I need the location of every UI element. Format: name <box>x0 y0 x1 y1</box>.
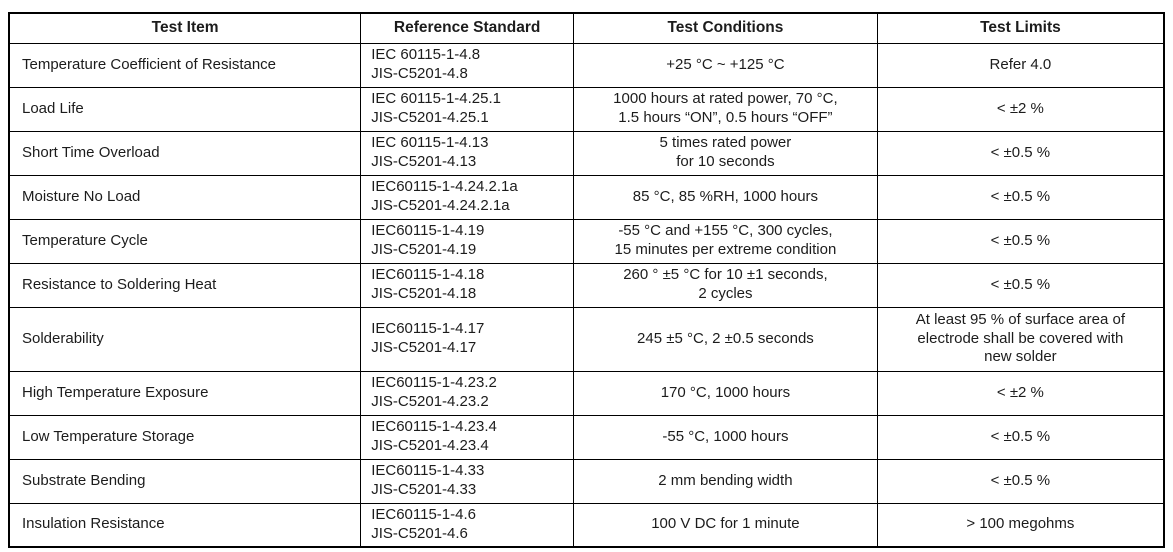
table-row: Moisture No Load IEC60115-1-4.24.2.1a JI… <box>8 174 1165 220</box>
table-row: Resistance to Soldering Heat IEC60115-1-… <box>8 262 1165 308</box>
header-row: Test Item Reference Standard Test Condit… <box>8 12 1165 44</box>
cell-reference-standard: IEC60115-1-4.17 JIS-C5201-4.17 <box>360 306 575 372</box>
cell-test-item: Substrate Bending <box>8 458 362 504</box>
column-header-test-item: Test Item <box>8 12 362 44</box>
cell-reference-standard: IEC 60115-1-4.8 JIS-C5201-4.8 <box>360 42 575 88</box>
cell-reference-standard: IEC60115-1-4.18 JIS-C5201-4.18 <box>360 262 575 308</box>
cell-reference-standard: IEC60115-1-4.23.2 JIS-C5201-4.23.2 <box>360 370 575 416</box>
cell-test-limits: < ±0.5 % <box>876 262 1165 308</box>
cell-test-conditions: 5 times rated power for 10 seconds <box>573 130 878 176</box>
table-row: High Temperature Exposure IEC60115-1-4.2… <box>8 370 1165 416</box>
test-specification-table: Test Item Reference Standard Test Condit… <box>8 12 1165 548</box>
spec-table-container: Test Item Reference Standard Test Condit… <box>8 12 1165 548</box>
cell-test-conditions: 85 °C, 85 %RH, 1000 hours <box>573 174 878 220</box>
cell-test-limits: At least 95 % of surface area of electro… <box>876 306 1165 372</box>
cell-test-item: Resistance to Soldering Heat <box>8 262 362 308</box>
cell-test-conditions: 1000 hours at rated power, 70 °C, 1.5 ho… <box>573 86 878 132</box>
table-row: Short Time Overload IEC 60115-1-4.13 JIS… <box>8 130 1165 176</box>
cell-reference-standard: IEC60115-1-4.23.4 JIS-C5201-4.23.4 <box>360 414 575 460</box>
cell-reference-standard: IEC 60115-1-4.13 JIS-C5201-4.13 <box>360 130 575 176</box>
table-row: Temperature Cycle IEC60115-1-4.19 JIS-C5… <box>8 218 1165 264</box>
cell-reference-standard: IEC60115-1-4.33 JIS-C5201-4.33 <box>360 458 575 504</box>
cell-test-limits: < ±2 % <box>876 370 1165 416</box>
cell-test-limits: < ±0.5 % <box>876 414 1165 460</box>
cell-test-limits: < ±0.5 % <box>876 174 1165 220</box>
cell-test-item: Solderability <box>8 306 362 372</box>
cell-test-item: High Temperature Exposure <box>8 370 362 416</box>
table-row: Load Life IEC 60115-1-4.25.1 JIS-C5201-4… <box>8 86 1165 132</box>
cell-test-item: Low Temperature Storage <box>8 414 362 460</box>
cell-test-conditions: 245 ±5 °C, 2 ±0.5 seconds <box>573 306 878 372</box>
cell-reference-standard: IEC60115-1-4.19 JIS-C5201-4.19 <box>360 218 575 264</box>
table-row: Solderability IEC60115-1-4.17 JIS-C5201-… <box>8 306 1165 372</box>
column-header-test-limits: Test Limits <box>876 12 1165 44</box>
cell-test-limits: < ±0.5 % <box>876 130 1165 176</box>
cell-test-limits: < ±0.5 % <box>876 218 1165 264</box>
table-row: Insulation Resistance IEC60115-1-4.6 JIS… <box>8 502 1165 548</box>
cell-test-item: Short Time Overload <box>8 130 362 176</box>
table-row: Temperature Coefficient of Resistance IE… <box>8 42 1165 88</box>
cell-reference-standard: IEC 60115-1-4.25.1 JIS-C5201-4.25.1 <box>360 86 575 132</box>
cell-reference-standard: IEC60115-1-4.6 JIS-C5201-4.6 <box>360 502 575 548</box>
cell-test-conditions: 170 °C, 1000 hours <box>573 370 878 416</box>
column-header-test-conditions: Test Conditions <box>573 12 878 44</box>
cell-test-conditions: 2 mm bending width <box>573 458 878 504</box>
cell-test-limits: Refer 4.0 <box>876 42 1165 88</box>
cell-test-item: Moisture No Load <box>8 174 362 220</box>
cell-test-conditions: -55 °C and +155 °C, 300 cycles, 15 minut… <box>573 218 878 264</box>
cell-test-limits: > 100 megohms <box>876 502 1165 548</box>
column-header-reference-standard: Reference Standard <box>360 12 575 44</box>
cell-test-limits: < ±0.5 % <box>876 458 1165 504</box>
cell-test-conditions: -55 °C, 1000 hours <box>573 414 878 460</box>
cell-test-item: Temperature Cycle <box>8 218 362 264</box>
cell-test-item: Insulation Resistance <box>8 502 362 548</box>
cell-test-conditions: +25 °C ~ +125 °C <box>573 42 878 88</box>
table-row: Substrate Bending IEC60115-1-4.33 JIS-C5… <box>8 458 1165 504</box>
cell-reference-standard: IEC60115-1-4.24.2.1a JIS-C5201-4.24.2.1a <box>360 174 575 220</box>
cell-test-item: Load Life <box>8 86 362 132</box>
cell-test-limits: < ±2 % <box>876 86 1165 132</box>
cell-test-item: Temperature Coefficient of Resistance <box>8 42 362 88</box>
cell-test-conditions: 100 V DC for 1 minute <box>573 502 878 548</box>
table-row: Low Temperature Storage IEC60115-1-4.23.… <box>8 414 1165 460</box>
cell-test-conditions: 260 ° ±5 °C for 10 ±1 seconds, 2 cycles <box>573 262 878 308</box>
